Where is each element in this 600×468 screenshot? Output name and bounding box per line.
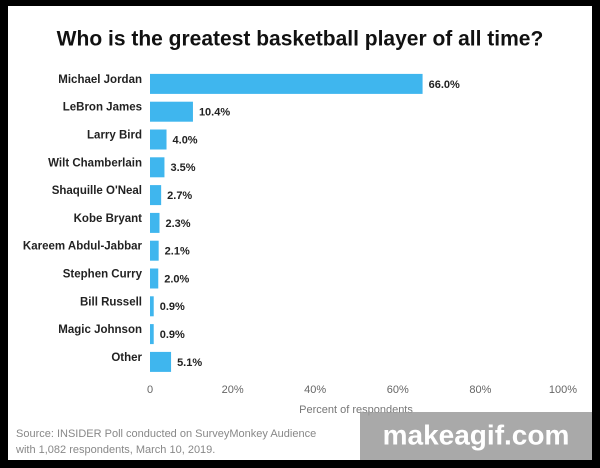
chart-title: Who is the greatest basketball player of… [57,28,544,51]
bar [150,240,159,261]
y-tick-label: Bill Russell [80,296,142,308]
x-tick-label: 20% [222,384,244,396]
y-tick-label: Kobe Bryant [74,213,143,225]
bar [150,185,162,206]
value-label: 10.4% [199,107,230,119]
x-tick-label: 100% [549,384,577,396]
y-tick-label: LeBron James [63,102,142,114]
y-tick-label: Stephen Curry [63,269,143,281]
bar [150,296,154,317]
y-tick-label: Wilt Chamberlain [48,157,142,169]
x-tick-label: 40% [304,384,326,396]
value-label: 2.1% [165,246,190,258]
x-tick-label: 0 [147,384,153,396]
y-tick-label: Other [111,352,142,364]
source: Source: INSIDER Poll conducted on Survey… [16,428,316,440]
value-label: 4.0% [173,134,198,146]
bar [150,129,167,150]
value-label: 0.9% [160,301,185,313]
watermark-box [360,412,592,460]
value-label: 2.7% [167,190,192,202]
bar [150,324,154,345]
value-label: 2.0% [164,273,189,285]
y-tick-label: Magic Johnson [58,324,142,336]
bar [150,157,165,178]
value-label: 3.5% [170,162,195,174]
y-tick-label: Larry Bird [87,130,142,142]
value-label: 5.1% [177,357,202,369]
x-tick-label: 80% [469,384,491,396]
watermark: makeagif.com [383,419,570,450]
source: with 1,082 respondents, March 10, 2019. [15,444,215,456]
bar [150,268,159,289]
bar [150,73,423,94]
y-tick-label: Michael Jordan [58,74,142,86]
value-label: 66.0% [429,79,460,91]
bar [150,101,193,122]
y-tick-label: Kareem Abdul-Jabbar [23,241,143,253]
bar [150,351,172,372]
value-label: 2.3% [165,218,190,230]
bar [150,212,160,233]
y-tick-label: Shaquille O'Neal [52,185,142,197]
x-tick-label: 60% [387,384,409,396]
value-label: 0.9% [160,329,185,341]
